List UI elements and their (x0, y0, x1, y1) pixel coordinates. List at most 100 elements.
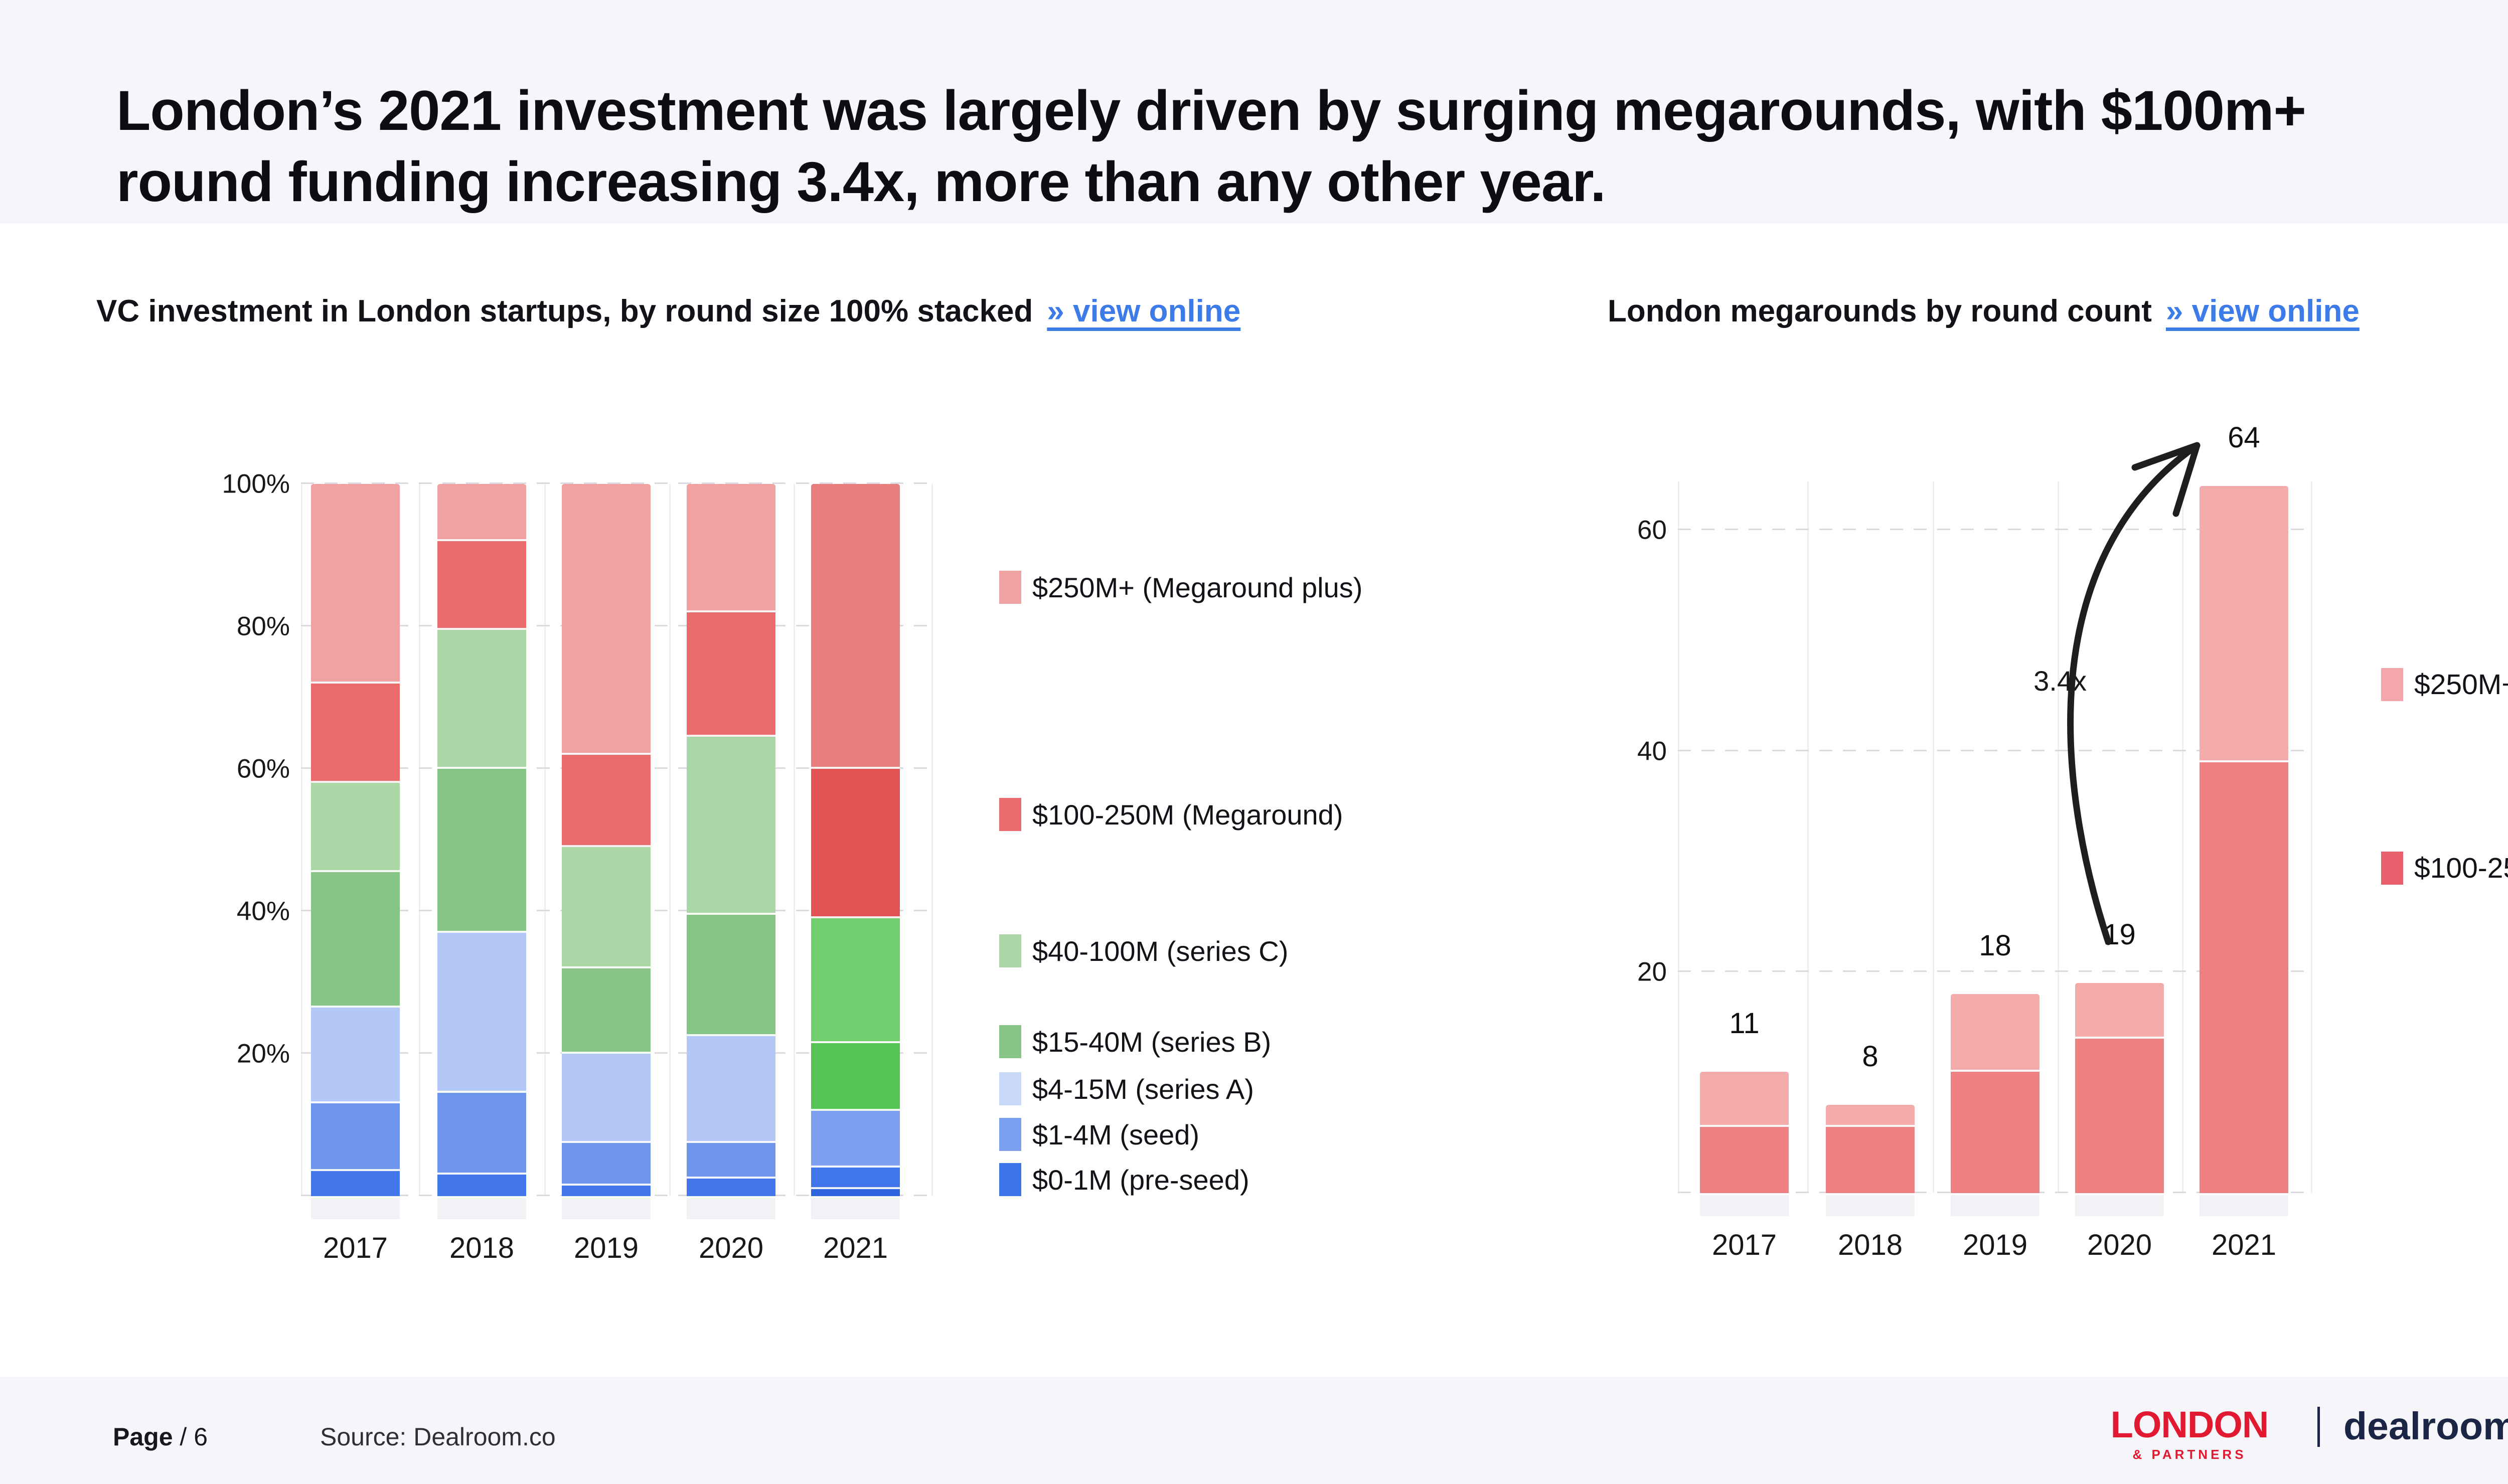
left-chart-title: VC investment in London startups, by rou… (96, 294, 1033, 328)
bar-segment (311, 1103, 400, 1172)
bar-segment (437, 1093, 526, 1175)
category-separator-line (794, 484, 795, 1196)
bar-segment (811, 484, 900, 769)
category-separator-line (301, 484, 302, 1196)
bar-segment (2075, 1038, 2164, 1193)
legend-swatch-15-40m-icon (999, 1025, 1021, 1058)
bar-segment (562, 754, 651, 848)
bar-segment (811, 1110, 900, 1168)
legend-label: $100-250M (Megaround) (1032, 798, 1343, 831)
legend-item-100-250m-right: $100-250M (2381, 852, 2508, 885)
bar-segment (311, 1007, 400, 1104)
legend-item-250m-plus-right: $250M+ (2381, 668, 2508, 701)
y-axis-tick-label: 20 (1637, 957, 1667, 987)
x-axis-label-2018: 2018 (1837, 1229, 1903, 1261)
y-axis-tick-label: 40 (1637, 736, 1667, 766)
growth-arrow-icon (2067, 442, 2201, 945)
y-axis-tick-label: 40% (236, 896, 290, 926)
y-gridline (1678, 970, 2312, 972)
page-title-line1: London’s 2021 investment was largely dri… (116, 79, 2306, 142)
category-separator-line (931, 484, 933, 1196)
y-axis-tick-label: 100% (222, 469, 290, 499)
page-num: / 6 (173, 1423, 208, 1451)
bar-segment (687, 1036, 775, 1143)
y-axis-tick-label: 60 (1637, 515, 1667, 545)
legend-label: $40-100M (series C) (1032, 935, 1289, 967)
x-axis-chip (311, 1198, 400, 1219)
bar-segment (437, 1175, 526, 1196)
bar-segment (811, 1168, 900, 1189)
bar-segment (1700, 1126, 1789, 1193)
legend-item-15-40m: $15-40M (series B) (999, 1025, 1271, 1058)
x-axis-chip (1826, 1195, 1915, 1216)
bar-segment (562, 968, 651, 1054)
legend-label: $15-40M (series B) (1032, 1026, 1272, 1058)
bar-total-label-2018: 8 (1862, 1040, 1878, 1073)
stacked-bar-2021 (2200, 485, 2288, 1193)
x-axis-chip (1951, 1195, 2040, 1216)
category-separator-line (419, 484, 420, 1196)
bar-segment (1951, 994, 2040, 1072)
legend-swatch-250m-plus-icon (999, 571, 1021, 604)
bar-segment (811, 769, 900, 919)
dealroom-logo: dealroom.co (2343, 1405, 2508, 1448)
partners-logo-text: & PARTNERS (2132, 1447, 2247, 1462)
bar-segment (1826, 1126, 1915, 1193)
x-axis-chip (562, 1198, 651, 1219)
left-chart-view-online-link[interactable]: » view online (1047, 294, 1241, 328)
bar-segment (811, 1043, 900, 1111)
bar-segment (2200, 485, 2288, 762)
stacked-100pct-chart-plot: 20% 40% 60% 80% 100% 2017 2018 2019 2020 2021 (222, 469, 933, 1264)
legend-label: $100-250M (2414, 852, 2508, 884)
category-separator-line (1678, 481, 1679, 1193)
stacked-bar-2017 (1700, 1071, 1789, 1193)
bar-segment (2200, 762, 2288, 1193)
x-axis-label-2018: 2018 (449, 1232, 515, 1264)
legend-label: $4-15M (series A) (1032, 1073, 1254, 1105)
bar-segment (2075, 983, 2164, 1039)
bar-segment (687, 1178, 775, 1196)
stacked-bar-2018 (1826, 1104, 1915, 1193)
bar-segment (311, 484, 400, 684)
bar-segment (562, 1142, 651, 1186)
stacked-bar-2018 (437, 484, 526, 1196)
category-separator-line (2182, 481, 2183, 1193)
stacked-bar-2020 (687, 484, 775, 1196)
bar-segment (811, 1189, 900, 1196)
x-axis-label-2021: 2021 (2211, 1229, 2277, 1261)
bar-segment (437, 630, 526, 769)
bar-total-label-2017: 11 (1729, 1007, 1760, 1040)
bar-segment (437, 932, 526, 1093)
x-axis-chip (1700, 1195, 1789, 1216)
bar-segment (562, 847, 651, 968)
legend-label: $250M+ (2414, 669, 2508, 701)
bar-total-label-2021: 64 (2228, 421, 2260, 454)
legend-item-40-100m: $40-100M (series C) (999, 934, 1288, 967)
megaround-count-chart-plot: 20 40 60 2017 11 2018 8 2019 18 2020 19 2021 64 (1637, 421, 2312, 1261)
legend-label: $1-4M (seed) (1032, 1118, 1200, 1150)
y-gridline (301, 482, 933, 484)
y-gridline (1678, 528, 2312, 530)
legend-swatch-0-1m-icon (999, 1163, 1021, 1196)
x-axis-chip (2200, 1195, 2288, 1216)
category-separator-line (669, 484, 671, 1196)
london-logo-text: LONDON (2110, 1404, 2269, 1445)
bar-segment (311, 783, 400, 872)
y-axis-tick-label: 80% (236, 611, 290, 641)
bar-segment (437, 769, 526, 933)
x-axis-chip (437, 1198, 526, 1219)
bar-segment (311, 683, 400, 783)
x-axis-label-2020: 2020 (2087, 1229, 2152, 1261)
legend-item-4-15m: $4-15M (series A) (999, 1072, 1254, 1105)
stacked-bar-2017 (311, 484, 400, 1196)
legend-item-0-1m: $0-1M (pre-seed) (999, 1163, 1249, 1196)
bar-segment (811, 918, 900, 1043)
page-title: London’s 2021 investment was largely dri… (116, 75, 2508, 218)
bar-segment (311, 1171, 400, 1196)
right-chart-view-online-link[interactable]: » view online (2165, 294, 2360, 328)
stacked-bar-2021 (811, 484, 900, 1196)
category-separator-line (544, 484, 546, 1196)
x-axis-chip (687, 1198, 775, 1219)
source-label: Source: Dealroom.co (320, 1423, 556, 1451)
stacked-bar-2019 (1951, 994, 2040, 1193)
